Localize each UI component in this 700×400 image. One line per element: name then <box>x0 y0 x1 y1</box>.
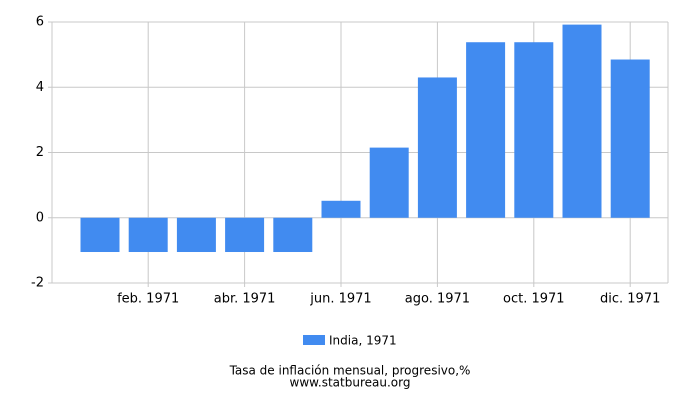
x-tick-label: feb. 1971 <box>117 292 179 307</box>
y-tick-label: -2 <box>31 276 44 291</box>
bar <box>369 147 409 218</box>
x-tick-label: jun. 1971 <box>309 292 371 307</box>
y-tick-label: 0 <box>36 210 44 225</box>
axis-title: Tasa de inflación mensual, progresivo,% <box>229 364 471 378</box>
bar <box>321 200 361 218</box>
bar <box>225 217 265 253</box>
x-tick-label: abr. 1971 <box>214 292 276 307</box>
x-tick-label: ago. 1971 <box>405 292 470 307</box>
bar <box>417 77 457 218</box>
y-tick-label: 6 <box>36 15 44 30</box>
y-tick-label: 2 <box>36 145 44 160</box>
legend-swatch <box>303 335 325 345</box>
bar <box>80 217 120 253</box>
bar <box>176 217 216 253</box>
bar <box>514 42 554 218</box>
bar <box>562 24 602 218</box>
legend-label: India, 1971 <box>329 334 397 348</box>
x-tick-label: oct. 1971 <box>503 292 565 307</box>
bar <box>273 217 313 253</box>
y-tick-label: 4 <box>36 80 44 95</box>
bar <box>466 42 506 218</box>
bar <box>128 217 168 253</box>
source: www.statbureau.org <box>290 376 411 390</box>
x-tick-label: dic. 1971 <box>600 292 660 307</box>
bar <box>610 59 650 218</box>
